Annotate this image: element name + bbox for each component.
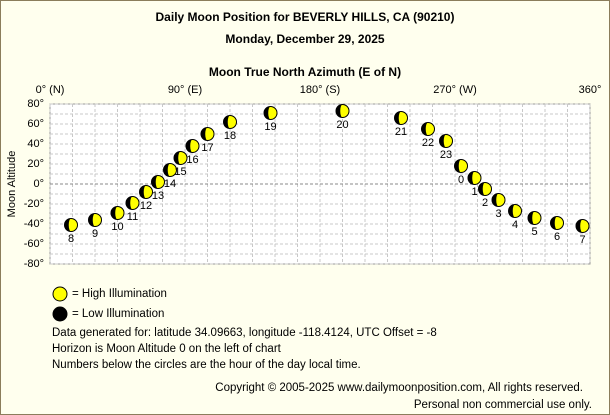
moon-shadow <box>508 204 515 218</box>
copyright: Copyright © 2005-2025 www.dailymoonposit… <box>215 382 583 394</box>
hour-label: 4 <box>512 219 518 231</box>
y-tick-label: 60° <box>27 118 44 130</box>
x-tick-label: 270° (W) <box>433 84 477 96</box>
hour-label: 16 <box>186 154 198 166</box>
usage-note: Personal non commercial use only. <box>414 399 592 411</box>
hour-label: 0 <box>458 174 464 186</box>
moon-shadow <box>201 127 208 141</box>
moon-shadow <box>550 216 557 230</box>
moon-shadow <box>439 134 446 148</box>
x-tick-label: 90° (E) <box>168 84 202 96</box>
y-tick-label: -40° <box>24 218 44 230</box>
y-tick-label: -80° <box>24 258 44 270</box>
y-tick-label: 0° <box>33 178 44 190</box>
hour-label: 6 <box>554 231 560 243</box>
legend-swatch <box>52 306 68 322</box>
moon-shadow <box>88 213 95 227</box>
note: Numbers below the circles are the hour o… <box>52 359 361 371</box>
moon-shadow <box>174 151 181 165</box>
hour-label: 15 <box>174 166 186 178</box>
moon-shadow <box>126 196 133 210</box>
hour-label: 22 <box>422 137 434 149</box>
hour-label: 23 <box>440 149 452 161</box>
moon-shadow <box>394 111 401 125</box>
moon-shadow <box>186 139 193 153</box>
hour-label: 18 <box>224 130 236 142</box>
moon-shadow <box>468 171 475 185</box>
x-tick-label: 360° <box>579 84 602 96</box>
hour-label: 20 <box>336 119 348 131</box>
hour-label: 12 <box>140 200 152 212</box>
moon-shadow <box>163 163 170 177</box>
y-axis-label: Moon Altitude <box>6 151 18 218</box>
moon-shadow <box>151 175 158 189</box>
moon-shadow <box>492 193 499 207</box>
legend-label: = Low Illumination <box>72 308 164 320</box>
hour-label: 11 <box>127 211 138 223</box>
y-tick-label: 20° <box>27 158 44 170</box>
hour-label: 19 <box>264 121 276 133</box>
moon-shadow <box>478 182 485 196</box>
hour-label: 21 <box>395 126 407 138</box>
x-tick-label: 180° (S) <box>300 84 340 96</box>
legend-swatch <box>52 286 68 302</box>
moon-shadow <box>528 211 535 225</box>
moon-shadow <box>264 106 271 120</box>
moon-shadow <box>454 159 461 173</box>
hour-label: 8 <box>68 233 74 245</box>
chart-subtitle: Monday, December 29, 2025 <box>225 32 385 46</box>
note: Horizon is Moon Altitude 0 on the left o… <box>52 343 282 355</box>
y-tick-label: 40° <box>27 138 44 150</box>
moon-shadow <box>64 218 71 232</box>
moon-shadow <box>576 219 583 233</box>
x-tick-label: 0° (N) <box>36 84 65 96</box>
hour-label: 17 <box>201 142 213 154</box>
hour-label: 7 <box>579 234 585 246</box>
moon-shadow <box>111 206 118 220</box>
hour-label: 1 <box>471 186 477 198</box>
hour-label: 13 <box>152 190 164 202</box>
moon-shadow <box>336 104 343 118</box>
hour-label: 10 <box>111 221 123 233</box>
moon-shadow <box>223 115 230 129</box>
y-tick-label: -20° <box>24 198 44 210</box>
hour-label: 5 <box>531 226 537 238</box>
hour-label: 14 <box>164 178 176 190</box>
x-axis-label: Moon True North Azimuth (E of N) <box>209 65 401 79</box>
note: Data generated for: latitude 34.09663, l… <box>52 327 437 339</box>
y-tick-label: 80° <box>27 98 44 110</box>
chart-title: Daily Moon Position for BEVERLY HILLS, C… <box>156 10 455 24</box>
y-tick-label: -60° <box>24 238 44 250</box>
moon-shadow <box>421 122 428 136</box>
hour-label: 3 <box>495 208 501 220</box>
legend-label: = High Illumination <box>72 288 167 300</box>
moon-shadow <box>139 185 146 199</box>
hour-label: 2 <box>482 197 488 209</box>
hour-label: 9 <box>92 228 98 240</box>
